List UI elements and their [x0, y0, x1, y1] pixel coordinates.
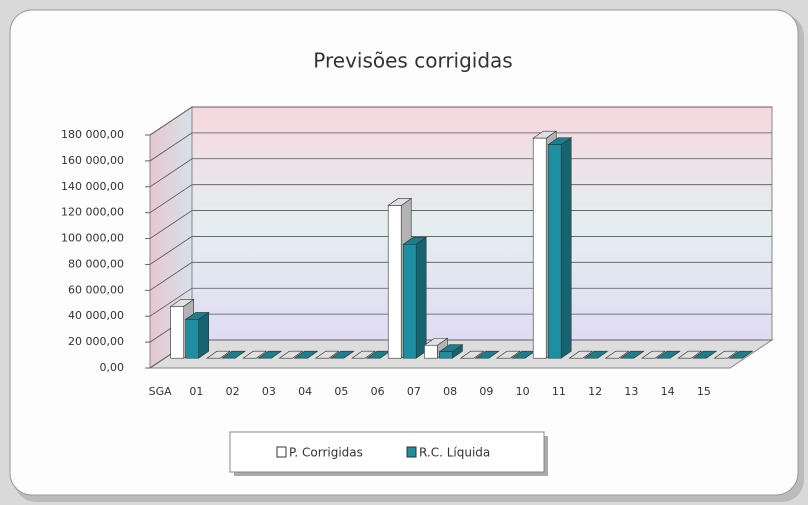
y-tick-label: 40 000,00 [68, 309, 124, 322]
bar-top [329, 350, 355, 359]
y-tick-label: 140 000,00 [61, 180, 124, 193]
bar-top [293, 350, 319, 359]
bar-top [568, 350, 594, 359]
x-tick-label: 13 [624, 385, 638, 398]
x-tick-label: 10 [516, 385, 530, 398]
bar [547, 144, 562, 359]
floor [148, 339, 774, 369]
x-tick-label: 01 [189, 385, 203, 398]
bar [387, 205, 402, 359]
bar-top [655, 350, 681, 359]
legend-label: R.C. Líquida [419, 446, 490, 460]
y-tick-label: 0,00 [100, 361, 125, 374]
back-wall [191, 106, 773, 341]
bar-top [314, 350, 340, 359]
bar-top [278, 350, 304, 359]
x-tick-label: 06 [371, 385, 385, 398]
bar-top [583, 350, 609, 359]
legend-swatch [276, 446, 287, 458]
x-tick-label: 15 [697, 385, 711, 398]
bar [185, 319, 199, 359]
grid-line [149, 184, 772, 213]
x-tick-label: 14 [661, 385, 675, 398]
grid-line [149, 210, 772, 239]
x-tick-label: 05 [334, 385, 348, 398]
grid-line [149, 132, 772, 162]
x-tick-label: 04 [298, 385, 312, 398]
bar-top [459, 350, 485, 359]
chart-title: Previsões corrigidas [313, 49, 512, 73]
bar [424, 344, 438, 359]
bar-top [205, 350, 231, 359]
y-tick-label: 180 000,00 [61, 128, 124, 141]
grid-line [149, 106, 772, 136]
bar-top [242, 350, 268, 359]
bar-top [619, 350, 645, 359]
bar-side [560, 137, 572, 359]
bar-top [604, 350, 630, 359]
x-tick-label: 02 [226, 385, 240, 398]
bar-top [350, 350, 376, 359]
bar-top [257, 350, 283, 359]
legend-swatch [406, 446, 417, 458]
bar-top [692, 350, 718, 359]
y-tick-label: 100 000,00 [61, 232, 124, 245]
bar-side [415, 236, 427, 359]
bar [439, 351, 453, 359]
legend-items: P. Corrigidas R.C. Líquida [276, 446, 490, 460]
x-tick-label: 07 [407, 385, 421, 398]
x-tick-label: 03 [262, 385, 276, 398]
bar-top [640, 350, 666, 359]
y-tick-label: 160 000,00 [61, 154, 124, 167]
y-tick-label: 20 000,00 [68, 335, 124, 348]
y-tick-label: 60 000,00 [68, 283, 124, 296]
x-tick-label: SGA [149, 385, 173, 398]
bar-top [677, 350, 703, 359]
x-tick-label: 08 [443, 385, 457, 398]
y-tick-label: 80 000,00 [68, 257, 124, 270]
x-tick-label: 09 [479, 385, 493, 398]
grid-line [149, 236, 772, 265]
bar [402, 243, 417, 359]
bar [170, 306, 184, 359]
grid-line [149, 287, 772, 317]
plot: 0,00 20 000,00 40 000,00 60 000,00 80 000,00… [61, 106, 774, 398]
bar-top [474, 350, 500, 359]
y-tick-label: 120 000,00 [61, 206, 124, 219]
bar-side [198, 311, 209, 359]
x-tick-label: 12 [588, 385, 602, 398]
bar-top [220, 350, 246, 359]
grid-line [149, 261, 772, 291]
x-tick-label: 11 [552, 385, 566, 398]
bar-top [495, 350, 521, 359]
bar [532, 137, 547, 359]
legend-label: P. Corrigidas [289, 446, 363, 460]
grid-line [149, 158, 772, 188]
bar-top [713, 350, 739, 359]
bar-top [728, 350, 754, 359]
